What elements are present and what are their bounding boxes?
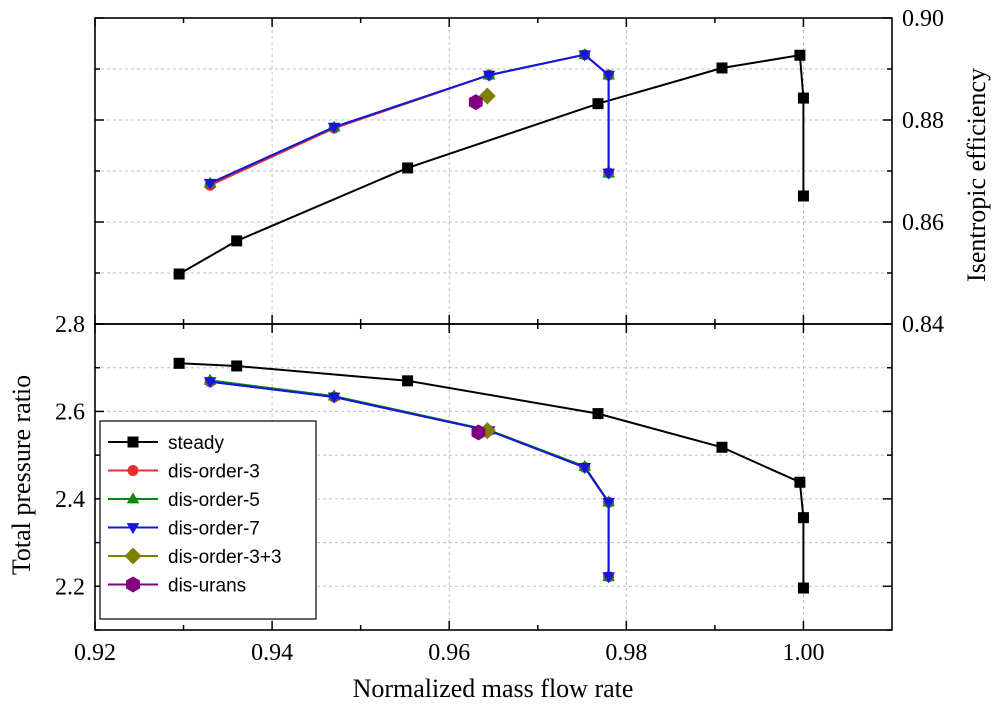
data-point-dis-order-7 xyxy=(203,178,217,190)
y-tick-label: 2.6 xyxy=(55,399,85,425)
data-point-steady xyxy=(794,476,806,488)
data-point-dis-order-7 xyxy=(602,168,615,180)
efficiency-grid xyxy=(94,18,892,324)
legend-marker-dis-order-3+3 xyxy=(124,547,142,565)
y-tick-label: 0.88 xyxy=(902,108,944,134)
data-point-steady xyxy=(231,360,243,372)
series-dis-order-7 xyxy=(203,50,615,190)
data-point-dis-order-7 xyxy=(203,377,217,389)
legend-marker-dis-order-3 xyxy=(127,465,139,476)
y-tick-label: 2.4 xyxy=(55,487,85,513)
series-line-dis-order-7 xyxy=(209,53,610,185)
data-point-steady xyxy=(794,49,806,61)
x-tick-label: 0.96 xyxy=(428,640,470,666)
data-point-dis-order-7 xyxy=(327,392,341,404)
data-point-steady xyxy=(797,190,809,202)
y-tick-label: 0.86 xyxy=(902,210,944,236)
data-point-dis-order-7 xyxy=(602,572,615,584)
data-point-steady xyxy=(797,92,809,104)
data-point-steady xyxy=(716,62,728,74)
series-dis-urans xyxy=(471,424,486,441)
legend-marker-steady xyxy=(127,436,139,448)
y-tick-label: 2.2 xyxy=(55,574,85,600)
legend-label-dis-order-5: dis-order-5 xyxy=(168,490,260,511)
series-line-steady xyxy=(179,362,805,588)
data-point-steady xyxy=(716,441,728,453)
series-line-dis-order-7 xyxy=(209,380,610,577)
data-point-steady xyxy=(402,162,414,174)
pressure-plot-frame xyxy=(94,323,893,631)
data-point-dis-order-7 xyxy=(327,122,341,134)
legend-label-dis-order-7: dis-order-7 xyxy=(168,519,260,540)
data-point-dis-order-7 xyxy=(602,497,615,509)
legend-box xyxy=(99,420,317,620)
efficiency-panel: 0.84 0.86 0.88 0.90 Isentropic efficiency xyxy=(94,6,991,338)
data-point-dis-urans xyxy=(471,424,486,441)
efficiency-ticks: 0.84 0.86 0.88 0.90 xyxy=(94,6,944,338)
pressure-ticks: 0.92 0.94 0.96 0.98 1.00 2.2 2.4 2.6 2.8 xyxy=(55,312,892,666)
data-point-steady xyxy=(797,512,809,524)
data-point-dis-order-7 xyxy=(578,462,592,474)
legend-marker-dis-order-7 xyxy=(126,523,140,535)
x-tick-label: 1.00 xyxy=(782,640,824,666)
data-point-steady xyxy=(173,357,185,369)
y-tick-label: 0.84 xyxy=(902,312,944,338)
series-dis-order-3+3 xyxy=(478,87,496,105)
data-point-steady xyxy=(231,235,243,247)
data-point-steady xyxy=(402,375,414,387)
series-steady xyxy=(173,49,809,280)
data-point-steady xyxy=(173,268,185,280)
legend: steady dis-order-3 dis-order-5 dis-order-7 d… xyxy=(99,420,317,620)
data-point-dis-order-3+3 xyxy=(478,87,496,105)
data-point-steady xyxy=(797,582,809,594)
series-steady xyxy=(173,357,809,594)
pressure-series xyxy=(173,357,809,594)
data-point-dis-order-7 xyxy=(482,70,496,82)
efficiency-series xyxy=(173,48,809,280)
data-point-dis-order-7 xyxy=(578,50,592,62)
legend-label-dis-order-3: dis-order-3 xyxy=(168,462,260,483)
data-point-dis-urans xyxy=(468,94,483,111)
series-line-steady xyxy=(178,54,805,275)
legend-label-dis-urans: dis-urans xyxy=(168,576,246,597)
series-dis-urans xyxy=(468,94,483,111)
x-tick-label: 0.98 xyxy=(605,640,647,666)
legend-marker-dis-order-5 xyxy=(126,492,140,504)
legend-label-dis-order-3+3: dis-order-3+3 xyxy=(168,547,282,568)
y-tick-label: 0.90 xyxy=(902,6,944,32)
pressure-panel: 0.92 0.94 0.96 0.98 1.00 2.2 2.4 2.6 2.8 Total p… xyxy=(7,312,893,703)
legend-label-steady: steady xyxy=(168,433,224,454)
y-tick-label: 2.8 xyxy=(55,312,85,338)
data-point-steady xyxy=(592,98,604,110)
pressure-y-axis-title: Total pressure ratio xyxy=(7,375,36,575)
legend-marker-dis-urans xyxy=(126,576,140,593)
efficiency-y-axis-title: Isentropic efficiency xyxy=(962,68,991,282)
x-tick-label: 0.92 xyxy=(74,640,116,666)
data-point-steady xyxy=(592,408,604,420)
data-point-dis-order-7 xyxy=(602,70,615,82)
x-axis-title: Normalized mass flow rate xyxy=(353,674,634,703)
x-tick-label: 0.94 xyxy=(251,640,293,666)
